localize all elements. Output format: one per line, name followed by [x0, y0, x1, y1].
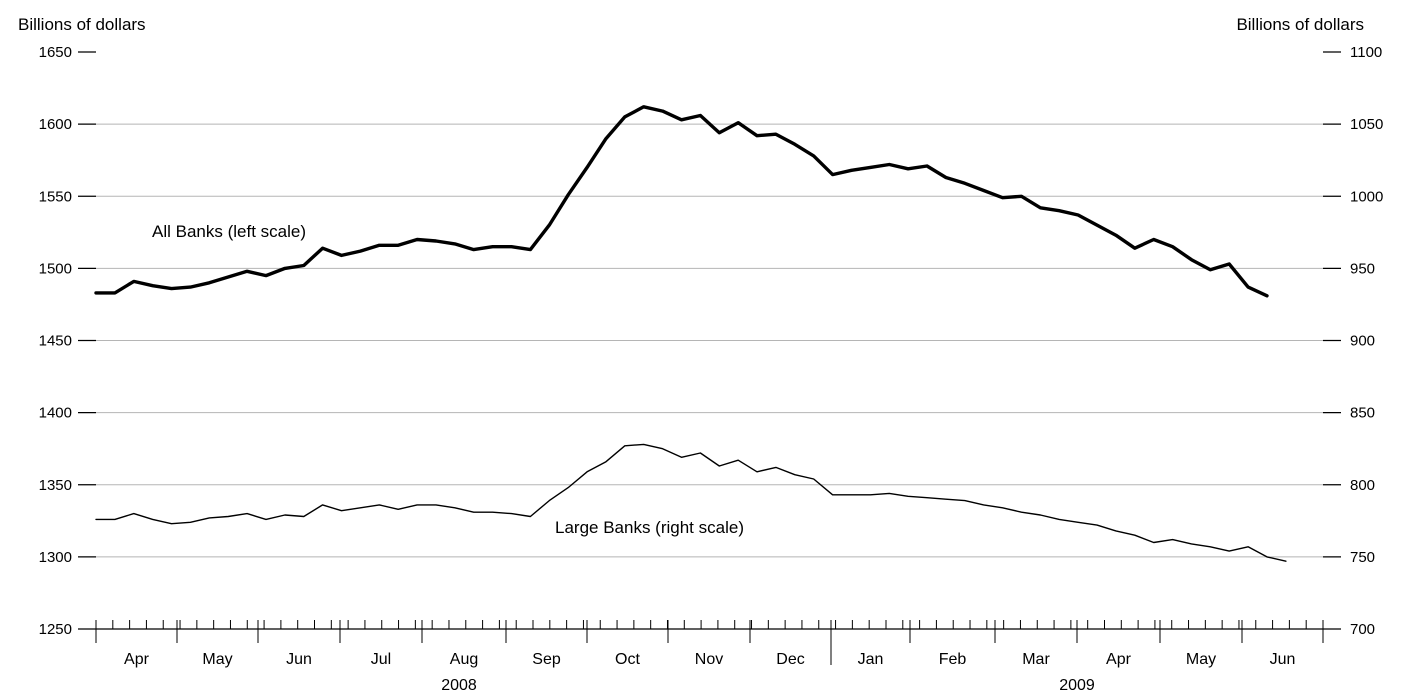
right-tick-label: 750: [1350, 549, 1375, 566]
x-year-label: 2009: [1059, 677, 1095, 694]
x-month-label: Jun: [286, 651, 312, 668]
left-axis: 1250 1300 1350 1400 1450 1500 1550 1600 1650: [39, 44, 96, 638]
left-tick-label: 1500: [39, 260, 72, 277]
x-month-label: Sep: [532, 651, 561, 668]
left-tick-label: 1600: [39, 116, 72, 133]
right-tick-label: 950: [1350, 260, 1375, 277]
x-month-label: Dec: [776, 651, 804, 668]
x-month-label: Apr: [124, 651, 150, 668]
x-month-label: May: [1186, 651, 1216, 668]
right-tick-label: 1050: [1350, 116, 1383, 133]
x-month-label: Jun: [1270, 651, 1296, 668]
series-layer: [94, 105, 1287, 562]
series-label-large-banks: Large Banks (right scale): [555, 518, 744, 537]
left-tick-label: 1300: [39, 549, 72, 566]
left-tick-label: 1350: [39, 477, 72, 494]
right-tick-label: 800: [1350, 477, 1375, 494]
right-tick-label: 900: [1350, 333, 1375, 350]
right-tick-label: 1000: [1350, 188, 1383, 205]
left-axis-title: Billions of dollars: [18, 15, 146, 34]
x-month-label: Jul: [371, 651, 391, 668]
right-axis: 700 750 800 850 900 950 1000 1050 1100: [1323, 44, 1383, 638]
right-tick-label: 1100: [1350, 44, 1382, 61]
left-tick-label: 1250: [39, 621, 72, 638]
right-tick-label: 850: [1350, 405, 1375, 422]
left-tick-label: 1450: [39, 333, 72, 350]
x-month-label: Oct: [615, 651, 640, 668]
left-tick-label: 1400: [39, 405, 72, 422]
x-month-label: Nov: [695, 651, 723, 668]
right-tick-label: 700: [1350, 621, 1375, 638]
gridlines: [96, 123, 1323, 558]
x-month-label: Jan: [858, 651, 884, 668]
x-month-label: Feb: [939, 651, 967, 668]
series-line-large-banks: [95, 443, 1287, 562]
x-year-label: 2008: [441, 677, 477, 694]
x-month-label: Aug: [450, 651, 478, 668]
left-tick-label: 1650: [39, 44, 72, 61]
left-tick-label: 1550: [39, 188, 72, 205]
x-axis: Apr May Jun Jul Aug Sep Oct Nov Dec Jan Feb Mar Apr M…: [95, 620, 1324, 694]
x-month-label: Mar: [1022, 651, 1050, 668]
right-axis-title: Billions of dollars: [1236, 15, 1364, 34]
x-month-label: Apr: [1106, 651, 1132, 668]
x-month-label: May: [202, 651, 232, 668]
series-line-all-banks: [94, 105, 1269, 298]
series-label-all-banks: All Banks (left scale): [152, 222, 306, 241]
